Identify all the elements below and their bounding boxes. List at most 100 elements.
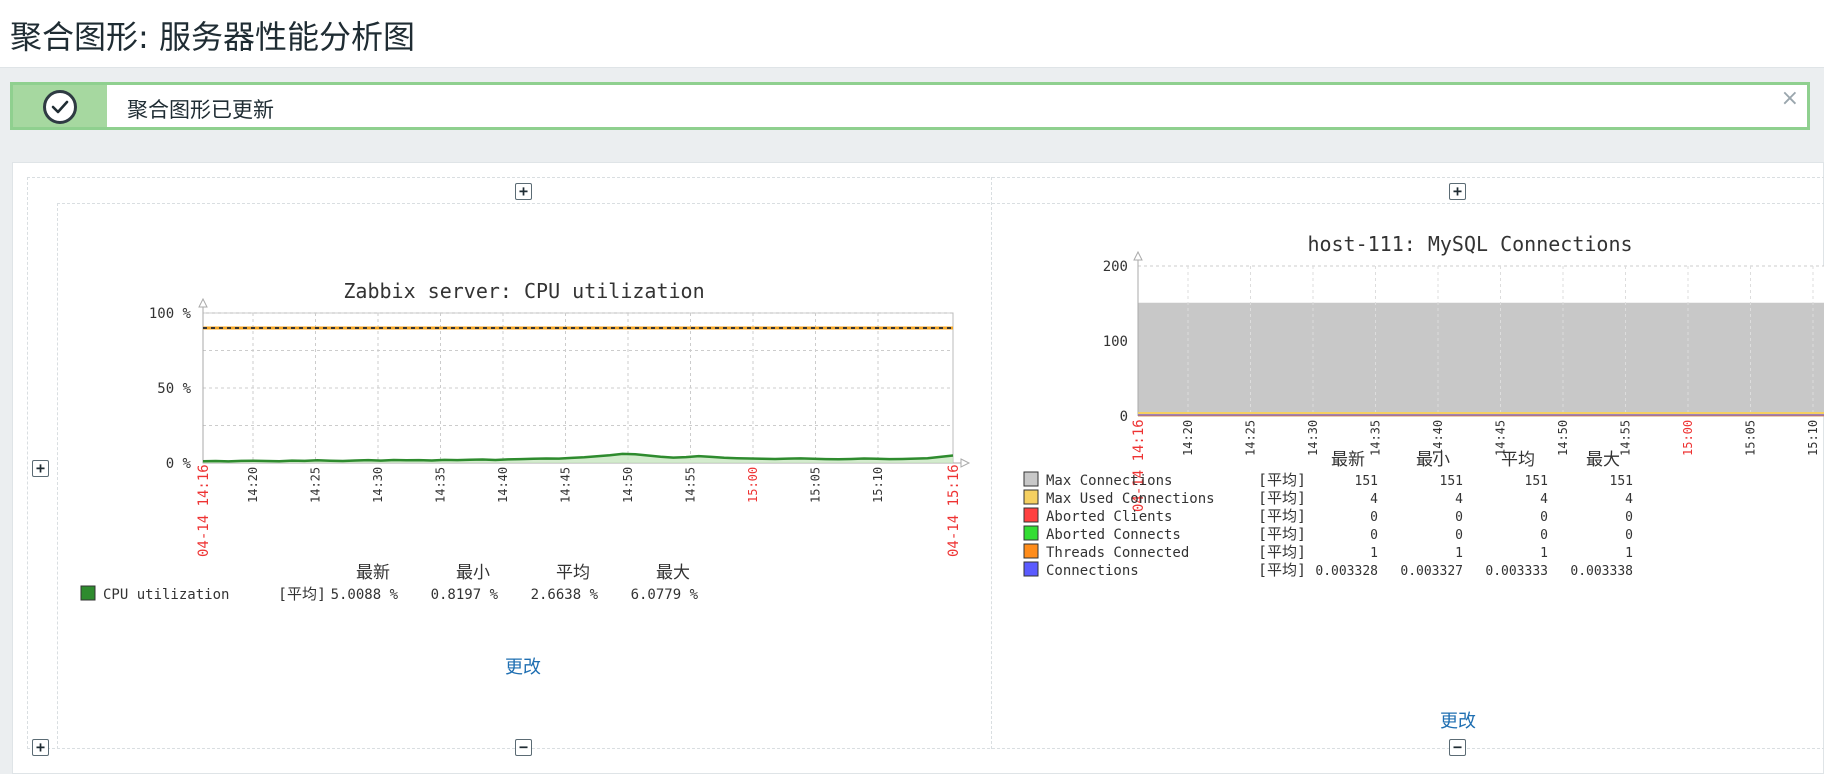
mysql-legend-value: 1 xyxy=(1540,546,1548,561)
cpu-legend-header: 最大 xyxy=(656,563,690,583)
cpu-series-line xyxy=(202,452,954,463)
mysql-legend-value: 0 xyxy=(1540,510,1548,525)
cpu-x-tick-label: 15:10 xyxy=(871,467,885,503)
mysql-legend-value: 0 xyxy=(1370,528,1378,543)
cpu-change-link[interactable]: 更改 xyxy=(505,657,541,678)
mysql-legend-value: 151 xyxy=(1440,474,1463,489)
mysql-legend-value: 4 xyxy=(1625,492,1633,507)
cpu-x-arrow xyxy=(960,458,971,468)
mysql-x-tick-label: 15:00 xyxy=(1681,420,1695,456)
mysql-legend-value: 0 xyxy=(1625,510,1633,525)
mysql-legend-value: 0.003328 xyxy=(1315,564,1378,579)
mysql-change-link[interactable]: 更改 xyxy=(1440,711,1476,732)
mysql-legend-func: [平均] xyxy=(1258,543,1306,561)
mysql-legend-name: Max Connections xyxy=(1046,473,1172,489)
cpu-legend-func: [平均] xyxy=(278,585,326,603)
mysql-legend-header: 最大 xyxy=(1586,450,1620,470)
mysql-legend-value: 0 xyxy=(1540,528,1548,543)
mysql-x-tick-label: 14:35 xyxy=(1369,420,1383,456)
mysql-legend-swatch xyxy=(1023,561,1039,577)
message-text: 聚合图形已更新 xyxy=(127,98,274,122)
cpu-x-tick-label: 15:05 xyxy=(809,467,823,503)
success-message: 聚合图形已更新 × xyxy=(10,82,1810,130)
cpu-x-tick-label: 15:00 xyxy=(746,467,760,503)
cpu-legend-swatch xyxy=(80,585,96,601)
mysql-graph-title: host-111: MySQL Connections xyxy=(1307,232,1632,256)
mysql-legend-value: 0.003333 xyxy=(1485,564,1548,579)
mysql-x-tick-label: 14:55 xyxy=(1619,420,1633,456)
cpu-y-arrow xyxy=(198,297,208,308)
cpu-legend-value: 6.0779 % xyxy=(631,587,699,603)
column-divider xyxy=(991,177,992,749)
mysql-x-tick-label: 14:25 xyxy=(1244,420,1258,456)
remove-column-right-button[interactable]: − xyxy=(1449,739,1466,756)
mysql-x-tick-label: 15:05 xyxy=(1744,420,1758,456)
remove-column-left-button[interactable]: − xyxy=(515,739,532,756)
mysql-x-tick-label: 14:50 xyxy=(1556,420,1570,456)
mysql-legend-func: [平均] xyxy=(1258,561,1306,579)
cpu-graph-title: Zabbix server: CPU utilization xyxy=(343,279,704,303)
mysql-y-tick-label: 100 xyxy=(1103,334,1128,350)
cpu-y-tick-label: 0 % xyxy=(166,456,192,472)
mysql-x-tick-label: 15:10 xyxy=(1806,420,1820,456)
mysql-legend-func: [平均] xyxy=(1258,471,1306,489)
mysql-legend-value: 0 xyxy=(1455,528,1463,543)
screen-grid xyxy=(27,177,1824,749)
mysql-legend-func: [平均] xyxy=(1258,525,1306,543)
mysql-legend-swatch xyxy=(1023,543,1039,559)
cpu-graph[interactable]: Zabbix server: CPU utilization 14:20 14:2… xyxy=(63,273,983,693)
page-title: 聚合图形: 服务器性能分析图 xyxy=(10,18,415,56)
close-icon[interactable]: × xyxy=(1780,86,1799,111)
cpu-x-start-label: 04-14 14:16 xyxy=(196,464,212,557)
mysql-graph[interactable]: host-111: MySQL Connections 14:20 14:25 14… xyxy=(1008,231,1824,751)
mysql-legend-value: 0 xyxy=(1370,510,1378,525)
cpu-legend-header: 平均 xyxy=(556,563,590,583)
mysql-legend-value: 0 xyxy=(1625,528,1633,543)
cpu-x-tick-label: 14:55 xyxy=(684,467,698,503)
cpu-legend-value: 5.0088 % xyxy=(331,587,399,603)
add-row-top-left-button[interactable]: + xyxy=(515,183,532,200)
cpu-y-tick-label: 50 % xyxy=(157,381,191,397)
mysql-x-start-label: 04-14 14:16 xyxy=(1131,419,1147,512)
mysql-legend-name: Connections xyxy=(1046,563,1139,579)
mysql-legend-value: 4 xyxy=(1540,492,1548,507)
cpu-x-tick-label: 14:35 xyxy=(434,467,448,503)
mysql-legend-value: 0.003327 xyxy=(1400,564,1463,579)
screen-grid-inner xyxy=(57,203,1824,749)
cpu-legend-header: 最小 xyxy=(456,563,490,583)
cpu-y-tick-label: 100 % xyxy=(149,306,192,322)
mysql-y-arrow xyxy=(1133,250,1143,261)
mysql-x-tick-label: 14:40 xyxy=(1431,420,1445,456)
mysql-legend-name: Aborted Clients xyxy=(1046,509,1172,525)
message-icon-box xyxy=(13,85,107,127)
mysql-y-tick-label: 0 xyxy=(1120,409,1128,425)
page-header: 聚合图形: 服务器性能分析图 xyxy=(0,0,1824,68)
add-row-top-right-button[interactable]: + xyxy=(1449,183,1466,200)
mysql-legend-value: 0.003338 xyxy=(1570,564,1633,579)
cpu-legend-value: 0.8197 % xyxy=(431,587,499,603)
cpu-legend-header: 最新 xyxy=(356,563,390,583)
mysql-legend-header: 最小 xyxy=(1416,450,1450,470)
mysql-legend-header: 平均 xyxy=(1501,450,1535,470)
cpu-x-end-label: 04-14 15:16 xyxy=(946,464,962,557)
cpu-legend-value: 2.6638 % xyxy=(531,587,599,603)
screen-panel: + + + + − − Zabbix server: CPU utilizati… xyxy=(12,162,1824,774)
add-column-left-button[interactable]: + xyxy=(32,460,49,477)
cpu-x-tick-label: 14:50 xyxy=(621,467,635,503)
cpu-x-tick-label: 14:40 xyxy=(496,467,510,503)
mysql-legend-value: 1 xyxy=(1455,546,1463,561)
mysql-x-tick-label: 14:30 xyxy=(1306,420,1320,456)
mysql-legend-swatch xyxy=(1023,507,1039,523)
mysql-legend-value: 1 xyxy=(1370,546,1378,561)
mysql-legend-name: Aborted Connects xyxy=(1046,527,1181,543)
cpu-x-tick-label: 14:20 xyxy=(246,467,260,503)
mysql-legend-value: 1 xyxy=(1625,546,1633,561)
mysql-max-connections-area xyxy=(1138,302,1824,416)
mysql-legend-value: 4 xyxy=(1370,492,1378,507)
mysql-legend-name: Threads Connected xyxy=(1046,545,1189,561)
check-icon xyxy=(43,90,77,124)
cpu-x-tick-label: 14:25 xyxy=(309,467,323,503)
mysql-y-tick-label: 200 xyxy=(1103,259,1128,275)
add-row-bottom-button[interactable]: + xyxy=(32,739,49,756)
mysql-legend-func: [平均] xyxy=(1258,489,1306,507)
